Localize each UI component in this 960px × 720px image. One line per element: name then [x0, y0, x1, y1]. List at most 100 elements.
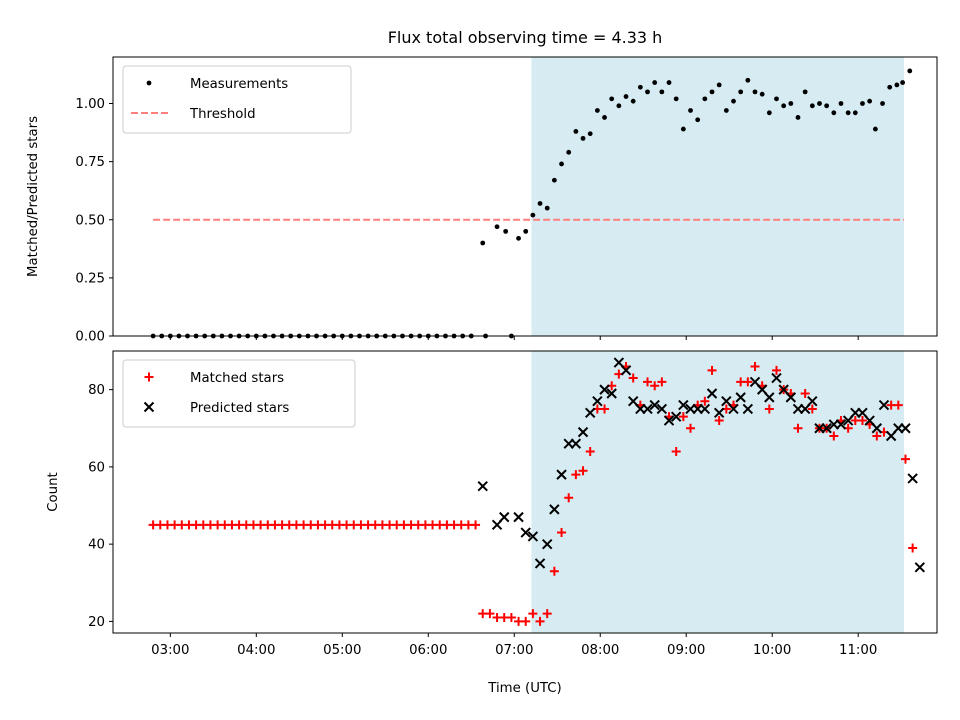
data-point: [742, 403, 754, 415]
legend-label: Predicted stars: [190, 401, 289, 416]
data-point: [535, 616, 545, 626]
plot-frame: [112, 350, 938, 634]
data-point: [759, 91, 765, 97]
data-point: [745, 77, 751, 83]
data-point: [616, 103, 622, 109]
data-point: [670, 411, 682, 422]
data-point: [599, 384, 610, 395]
data-point: [578, 466, 588, 476]
data-point: [706, 388, 718, 399]
y-tick-label: 20: [88, 615, 105, 630]
data-point: [678, 412, 688, 422]
data-point: [835, 419, 847, 430]
legend-box: [122, 359, 356, 428]
data-point: [657, 377, 667, 387]
data-point: [549, 504, 560, 515]
data-point: [872, 126, 878, 132]
data-point: [817, 101, 822, 106]
data-point: [771, 372, 782, 384]
data-point: [620, 365, 632, 376]
data-point: [867, 98, 873, 104]
series-measurements: [150, 68, 913, 339]
data-point: [894, 82, 900, 88]
data-point: [781, 103, 787, 109]
data-point: [802, 89, 808, 95]
shaded-span: [531, 351, 905, 633]
data-point: [680, 126, 686, 132]
data-point: [766, 110, 772, 116]
data-point: [893, 400, 903, 410]
x-tick-label: 09:00: [667, 643, 705, 658]
panel-1: 0.00 0.25 0.50 0.75 1.00 Matched/Predicted st…: [26, 56, 938, 345]
data-point: [743, 377, 753, 387]
data-point: [602, 115, 607, 120]
y-axis-label: Count: [46, 472, 61, 512]
data-point: [656, 403, 668, 415]
chart-title: Flux total observing time = 4.33 h: [388, 28, 663, 47]
data-point: [688, 108, 693, 113]
panel-2: 20 40 60 80 03:00 04:00 05:00 06:00 07:00 08:00 09…: [46, 350, 938, 658]
x-tick-label: 10:00: [753, 643, 791, 658]
data-point: [537, 201, 543, 206]
data-point: [831, 110, 837, 116]
data-point: [551, 177, 557, 183]
data-point: [914, 562, 926, 573]
data-point: [542, 538, 553, 550]
data-point: [494, 224, 500, 230]
legend-box: [122, 65, 352, 134]
legend-marker: [144, 372, 154, 382]
data-point: [477, 480, 488, 492]
data-point: [523, 228, 529, 234]
data-point: [663, 415, 675, 426]
data-point: [480, 240, 486, 246]
data-point: [764, 392, 775, 403]
y-tick-label: 40: [88, 538, 105, 553]
data-point: [900, 80, 906, 85]
data-point: [571, 470, 581, 480]
data-point: [713, 407, 725, 419]
data-point: [908, 543, 918, 553]
data-point: [577, 426, 589, 438]
data-point: [738, 89, 744, 95]
data-point: [838, 101, 844, 106]
data-point: [516, 235, 521, 241]
data-point: [699, 403, 711, 415]
x-tick-label: 06:00: [409, 643, 447, 658]
legend: Measurements Threshold: [122, 65, 352, 134]
data-point: [774, 96, 779, 102]
data-point: [686, 423, 696, 433]
data-point: [871, 423, 883, 434]
data-point: [564, 493, 574, 503]
y-tick-label: 1.00: [75, 97, 105, 112]
data-point: [471, 520, 481, 530]
data-point: [771, 365, 781, 375]
y-tick-label: 60: [88, 460, 105, 475]
data-point: [559, 161, 564, 167]
data-point: [857, 416, 867, 426]
data-point: [506, 613, 516, 623]
data-point: [528, 609, 538, 619]
data-point: [570, 438, 582, 449]
data-point: [880, 101, 885, 106]
y-tick-label: 0.25: [75, 271, 105, 286]
legend-label: Matched stars: [190, 371, 284, 386]
data-point: [642, 403, 653, 415]
data-point: [566, 149, 572, 155]
data-point: [673, 96, 679, 102]
data-point: [585, 446, 595, 456]
data-point: [824, 103, 830, 109]
x-tick-label: 08:00: [581, 643, 619, 658]
data-point: [592, 396, 603, 407]
data-point: [513, 511, 524, 523]
data-point: [527, 531, 539, 542]
data-point: [609, 96, 615, 102]
data-point: [752, 89, 758, 95]
legend-marker: [143, 401, 155, 413]
data-point: [600, 404, 610, 414]
x-tick-label: 11:00: [839, 643, 877, 658]
data-point: [878, 399, 890, 411]
data-point: [731, 98, 736, 104]
data-point: [542, 609, 552, 619]
data-point: [544, 205, 550, 211]
data-point: [678, 399, 689, 411]
